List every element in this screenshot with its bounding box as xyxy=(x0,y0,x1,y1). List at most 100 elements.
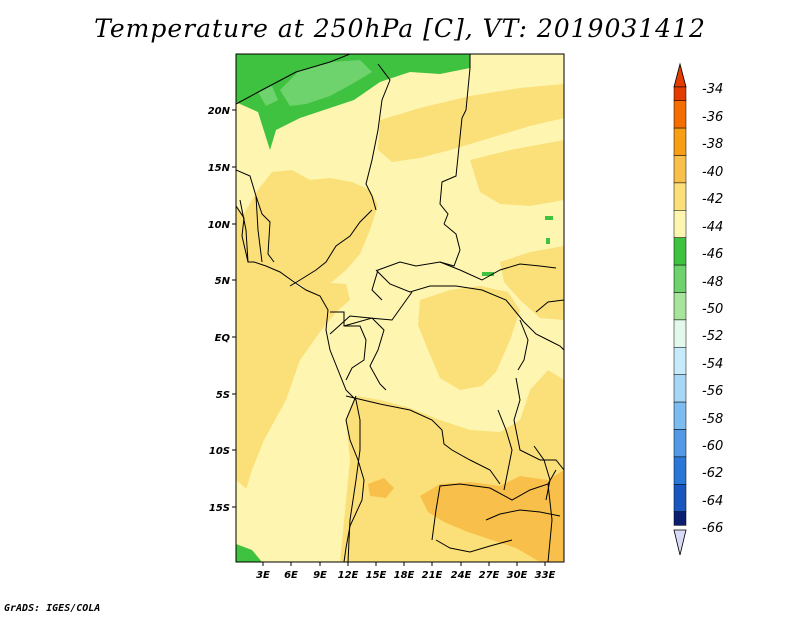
colorbar-swatch xyxy=(673,237,687,266)
colorbar-label: -60 xyxy=(702,439,723,454)
border-car xyxy=(375,269,525,323)
border-gabon xyxy=(330,311,367,381)
colorbar-swatch xyxy=(673,347,687,375)
colorbar-label: -44 xyxy=(702,220,723,235)
border-togo xyxy=(239,199,249,263)
colorbar-swatch xyxy=(673,292,687,321)
colorbar-bottom-triangle xyxy=(673,529,687,556)
borders xyxy=(236,54,564,562)
border-botswana xyxy=(435,539,513,553)
colorbar-label: -66 xyxy=(702,521,723,536)
lon-label: 15E xyxy=(366,570,387,581)
colorbar-swatch xyxy=(673,511,687,526)
lon-label: 21E xyxy=(422,570,443,581)
lon-labels: 3E 6E 9E 12E 15E 18E 21E 24E 27E 30E 33E xyxy=(256,570,555,581)
lat-label: 15N xyxy=(208,163,231,174)
field-m46-north2 xyxy=(258,86,278,106)
colorbar-swatch xyxy=(673,484,687,512)
colorbar-swatch xyxy=(673,127,687,156)
border-benin xyxy=(255,195,263,263)
map-frame xyxy=(235,53,565,563)
lon-label: 18E xyxy=(394,570,415,581)
border-lake xyxy=(497,409,513,491)
colorbar-label: -38 xyxy=(702,137,723,152)
lon-label: 30E xyxy=(507,570,528,581)
colorbar-label: -56 xyxy=(702,384,723,399)
colorbar-label: -36 xyxy=(702,110,723,125)
colorbar-label: -62 xyxy=(702,466,723,481)
colorbar-swatch xyxy=(673,429,687,458)
colorbar-swatch xyxy=(673,155,687,184)
lon-label: 9E xyxy=(313,570,327,581)
colorbar-swatch xyxy=(673,182,687,211)
grads-credit: GrADS: IGES/COLA xyxy=(4,603,101,614)
colorbar-top-triangle xyxy=(673,62,687,88)
lon-label: 27E xyxy=(479,570,500,581)
lat-label: EQ xyxy=(215,333,231,344)
lon-label: 6E xyxy=(284,570,298,581)
border-congo xyxy=(343,317,387,391)
lat-label: 15S xyxy=(209,503,230,514)
lon-label: 33E xyxy=(535,570,556,581)
map-title: Temperature at 250hPa [C], VT: 201903141… xyxy=(94,14,706,43)
border-libya-egypt xyxy=(439,54,471,225)
lat-label: 5N xyxy=(215,276,231,287)
field-m40-northeast xyxy=(470,140,564,206)
border-angola xyxy=(343,395,365,562)
border-chad-sudan xyxy=(371,223,461,301)
colorbar-swatch xyxy=(673,456,687,485)
colorbar-swatch xyxy=(673,264,687,293)
colorbar-swatch xyxy=(673,401,687,430)
colorbar xyxy=(673,62,687,556)
border-niger-chad xyxy=(365,63,391,211)
border-westcoast xyxy=(236,205,361,562)
field-m44-speck3 xyxy=(546,238,550,244)
colorbar-label: -50 xyxy=(702,302,723,317)
border-lake2 xyxy=(533,445,551,501)
field-m38-small xyxy=(368,478,394,498)
border-east xyxy=(523,321,564,351)
border-nigeria-cameroon xyxy=(289,209,373,287)
colorbar-swatch xyxy=(673,210,687,238)
colorbar-label: -52 xyxy=(702,329,723,344)
border-algeria-niger xyxy=(236,54,351,105)
field-m40-north xyxy=(378,84,564,162)
colorbar-label: -42 xyxy=(702,192,723,207)
lat-labels: 20N 15N 10N 5N EQ 5S 10S 15S xyxy=(208,106,231,514)
lon-label: 12E xyxy=(338,570,359,581)
colorbar-swatch xyxy=(673,319,687,348)
border-drc xyxy=(329,291,413,335)
colorbar-label: -48 xyxy=(702,275,723,290)
border-zim xyxy=(485,509,561,521)
border-drc-south xyxy=(345,395,501,485)
lat-label: 20N xyxy=(208,106,231,117)
field-m42-sw xyxy=(236,480,296,562)
field-m40-congo xyxy=(418,286,520,390)
lat-ticks xyxy=(232,109,236,508)
field-m38-south xyxy=(420,470,564,562)
colorbar-label: -64 xyxy=(702,494,723,509)
lon-label: 24E xyxy=(451,570,472,581)
colorbar-swatch xyxy=(673,100,687,129)
border-uganda xyxy=(517,319,529,371)
border-zambia xyxy=(431,469,557,541)
colorbar-label: -34 xyxy=(702,82,723,97)
lon-ticks xyxy=(262,562,546,566)
lat-label: 5S xyxy=(216,390,230,401)
colorbar-labels: -34 -36 -38 -40 -42 -44 -46 -48 -50 -52 … xyxy=(702,82,723,536)
colorbar-swatch xyxy=(673,374,687,403)
colorbar-label: -58 xyxy=(702,412,723,427)
border-tanzania xyxy=(513,377,564,471)
colorbar-label: -46 xyxy=(702,247,723,262)
border-sudan-south xyxy=(439,261,557,281)
border-moz xyxy=(547,483,553,562)
field-m44-sw xyxy=(236,544,262,562)
field-m44-speck2 xyxy=(482,272,494,276)
lat-label: 10S xyxy=(209,446,230,457)
field-m46-north xyxy=(280,60,372,106)
field-m44-speck1 xyxy=(545,216,553,220)
field-m40-west xyxy=(236,205,350,562)
lat-label: 10N xyxy=(208,220,231,231)
colorbar-label: -54 xyxy=(702,357,723,372)
